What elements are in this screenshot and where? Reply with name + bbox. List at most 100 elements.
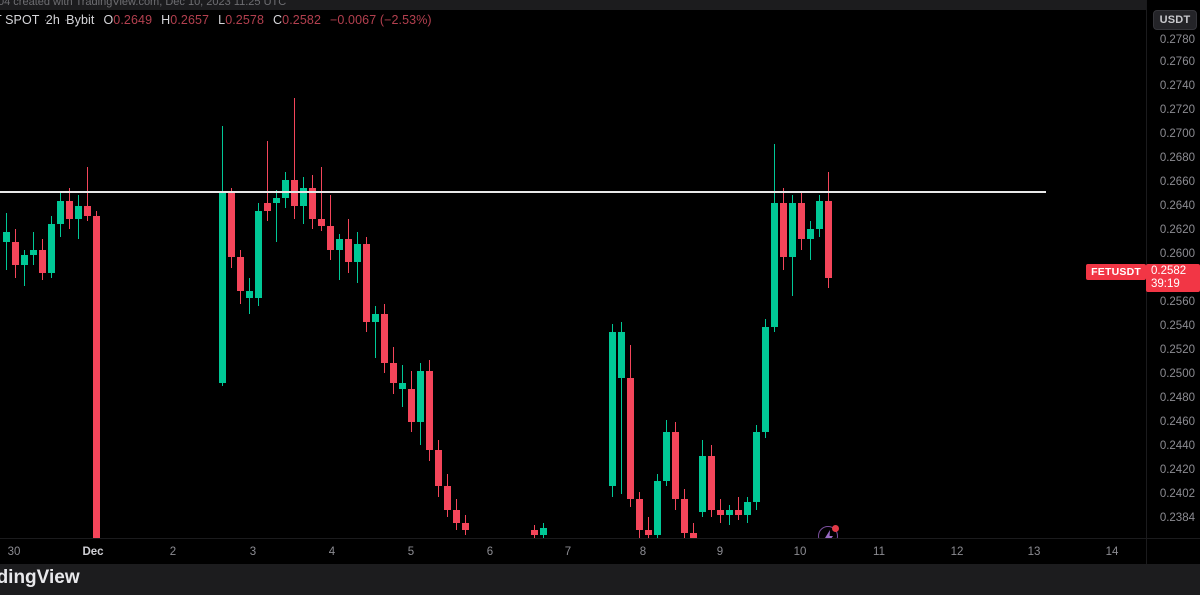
candle-body (345, 239, 352, 263)
time-tick: 30 (7, 546, 21, 558)
legend-open-label: O (103, 13, 114, 27)
candle-body (789, 203, 796, 258)
candle-body (246, 290, 253, 299)
price-tick: 0.2680 (1159, 152, 1195, 164)
candle-body (354, 244, 361, 263)
candle-body (771, 203, 778, 327)
price-tick: 0.2720 (1159, 104, 1195, 116)
chart-plot-area[interactable] (0, 10, 1146, 538)
candle-body (816, 200, 823, 229)
candle-body (66, 200, 73, 219)
candle-wick (24, 249, 25, 286)
time-tick: 2 (169, 546, 177, 558)
price-tick: 0.2760 (1159, 56, 1195, 68)
time-tick: 9 (716, 546, 724, 558)
time-tick: 8 (639, 546, 647, 558)
candle-body (426, 370, 433, 451)
time-tick: 3 (249, 546, 257, 558)
candle-body (444, 486, 451, 510)
candle-body (780, 203, 787, 258)
price-tick: 0.2640 (1159, 200, 1195, 212)
price-tick: 0.2700 (1159, 128, 1195, 140)
legend-interval[interactable]: 2h (45, 13, 60, 27)
time-tick: Dec (82, 546, 104, 558)
time-tick: 7 (564, 546, 572, 558)
alert-badge-dot (832, 525, 839, 532)
candle-body (273, 198, 280, 204)
time-axis[interactable]: 30 Dec 2 3 4 5 6 7 8 9 10 11 12 13 14 (0, 538, 1146, 564)
candle-wick (87, 167, 88, 222)
candle-wick (6, 213, 7, 271)
legend-open-value: 0.2649 (113, 13, 153, 27)
candle-body (663, 432, 670, 482)
current-price-value: 0.2582 (1151, 265, 1187, 277)
price-tick: 0.2740 (1159, 80, 1195, 92)
candle-body (219, 192, 226, 384)
time-tick: 10 (793, 546, 807, 558)
candle-body (48, 223, 55, 273)
candle-body (462, 522, 469, 531)
candle-body (645, 530, 652, 536)
candle-body (390, 362, 397, 384)
candle-body (435, 450, 442, 487)
candle-body (336, 239, 343, 250)
tradingview-watermark: adingView (0, 567, 80, 588)
candle-wick (375, 306, 376, 358)
candle-body (690, 532, 697, 538)
alerts-bolt-icon[interactable] (818, 525, 839, 538)
currency-button[interactable]: USDT (1153, 10, 1197, 30)
price-tick: 0.2460 (1159, 416, 1195, 428)
candle-body (309, 187, 316, 219)
time-tick: 4 (328, 546, 336, 558)
candle-body (735, 509, 742, 515)
candle-body (75, 205, 82, 219)
legend-symbol[interactable]: T SPOT (0, 13, 40, 27)
candle-body (753, 432, 760, 502)
price-tick: 0.2440 (1159, 440, 1195, 452)
candle-body (3, 231, 10, 242)
candle-body (717, 509, 724, 515)
candle-body (408, 388, 415, 423)
candle-body (453, 509, 460, 523)
candle-body (363, 244, 370, 322)
candle-body (708, 455, 715, 510)
candle-wick (267, 141, 268, 222)
candle-body (399, 383, 406, 389)
legend-high-value: 0.2657 (170, 13, 210, 27)
legend-low-value: 0.2578 (225, 13, 265, 27)
legend-exchange[interactable]: Bybit (66, 13, 95, 27)
price-tick: 0.2480 (1159, 392, 1195, 404)
price-tick: 0.2660 (1159, 176, 1195, 188)
candle-wick (294, 97, 295, 219)
candle-body (300, 187, 307, 206)
candle-body (30, 249, 37, 255)
price-tick: 0.2620 (1159, 224, 1195, 236)
legend-close-value: 0.2582 (282, 13, 322, 27)
candle-wick (738, 496, 739, 520)
candle-body (618, 331, 625, 379)
candle-body (807, 228, 814, 240)
candle-wick (621, 321, 622, 495)
time-tick: 11 (873, 546, 885, 558)
price-tick: 0.2540 (1159, 320, 1195, 332)
time-tick: 12 (950, 546, 964, 558)
candle-body (264, 203, 271, 211)
candle-wick (321, 167, 322, 232)
time-tick: 14 (1105, 546, 1119, 558)
candle-body (762, 326, 769, 433)
resistance-line[interactable] (0, 191, 1046, 193)
price-scale[interactable]: USDT 0.2780 0.2760 0.2740 0.2720 0.2700 0.268… (1146, 0, 1200, 538)
price-tick: 0.2600 (1159, 248, 1195, 260)
candle-body (636, 499, 643, 531)
candle-body (255, 210, 262, 299)
symbol-price-badge: FETUSDT (1086, 264, 1146, 280)
price-tick: 0.2520 (1159, 344, 1195, 356)
time-tick: 6 (486, 546, 494, 558)
candle-body (531, 530, 538, 536)
chart-legend[interactable]: T SPOT · 2h · Bybit O0.2649 H0.2657 L0.2… (0, 11, 432, 29)
top-caption-text: 04 created with TradingView.com, Dec 10,… (0, 0, 287, 8)
candle-wick (339, 234, 340, 281)
legend-low-label: L (218, 13, 226, 27)
candle-body (12, 241, 19, 265)
legend-high-label: H (161, 13, 171, 27)
